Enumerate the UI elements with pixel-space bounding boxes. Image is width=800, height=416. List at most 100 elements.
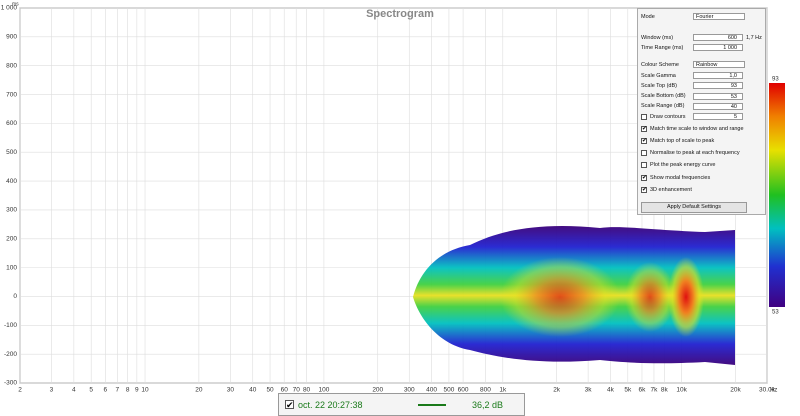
x-tick-label: 2: [18, 387, 22, 394]
window-input[interactable]: 600: [693, 34, 743, 41]
x-tick-label: 7: [116, 387, 120, 394]
y-tick-label: 100: [6, 264, 17, 271]
x-tick-label: 3k: [585, 387, 593, 394]
x-tick-label: 500: [444, 387, 455, 394]
legend-label: oct. 22 20:27:38: [298, 399, 363, 410]
checkbox-row[interactable]: Plot the peak energy curve: [641, 161, 715, 170]
y-tick-label: 300: [6, 207, 17, 214]
checkbox-label: Normalise to peak at each frequency: [650, 150, 740, 157]
checkbox-label: Match time scale to window and range: [650, 125, 744, 132]
settings-panel: Mode Fourier Window (ms) 600 1,7 Hz Time…: [637, 8, 766, 215]
field-input[interactable]: 53: [693, 92, 743, 100]
y-tick-label: -100: [4, 322, 17, 329]
colorbar: [769, 83, 785, 307]
legend-line: [418, 403, 446, 406]
x-tick-label: 30.0k: [759, 387, 776, 394]
window-note: 1,7 Hz: [746, 34, 762, 41]
apply-default-button[interactable]: Apply Default Settings: [641, 202, 747, 213]
y-tick-label: 0: [13, 293, 17, 300]
field-input[interactable]: 1,0: [693, 72, 743, 79]
x-tick-label: 6k: [639, 387, 647, 394]
checkbox-row[interactable]: Normalise to peak at each frequency: [641, 149, 740, 158]
x-tick-label: 6: [104, 387, 108, 394]
x-tick-label: 5: [89, 387, 93, 394]
chart-title: Spectrogram: [366, 8, 434, 20]
field-input[interactable]: 93: [693, 82, 743, 90]
x-tick-label: 60: [281, 387, 289, 394]
x-tick-label: 400: [426, 387, 437, 394]
time-range-label: Time Range (ms): [641, 44, 684, 51]
x-tick-label: 200: [372, 387, 383, 394]
y-unit: ms: [12, 1, 19, 7]
checkbox[interactable]: [641, 162, 647, 169]
checkbox[interactable]: ✔: [641, 137, 648, 144]
y-tick-label: 800: [6, 62, 17, 69]
checkbox[interactable]: [641, 150, 647, 157]
y-tick-label: -300: [4, 380, 17, 387]
x-tick-label: 9: [135, 387, 139, 394]
x-tick-label: 8: [126, 387, 130, 394]
y-tick-label: 700: [6, 91, 17, 98]
x-tick-label: 300: [404, 387, 415, 394]
time-range-input[interactable]: 1 000: [693, 44, 743, 51]
x-tick-label: 4: [72, 387, 76, 394]
checkbox-row[interactable]: ✔ Match top of scale to peak: [641, 136, 714, 145]
y-tick-label: 1 000: [1, 5, 18, 12]
x-tick-label: 30: [227, 387, 235, 394]
field-label: Scale Bottom (dB): [641, 93, 686, 100]
y-tick-label: 500: [6, 149, 17, 156]
x-tick-label: 1k: [499, 387, 507, 394]
checkbox-label: Match top of scale to peak: [650, 137, 715, 144]
x-tick-label: 10: [141, 387, 149, 394]
colour-scheme-dropdown[interactable]: Rainbow: [693, 61, 745, 68]
checkbox[interactable]: [641, 113, 647, 120]
checkbox-label: Plot the peak energy curve: [650, 162, 716, 169]
checkbox[interactable]: ✔: [641, 174, 648, 181]
x-tick-label: 800: [480, 387, 491, 394]
checkbox[interactable]: ✔: [641, 187, 648, 193]
y-tick-label: -200: [4, 351, 17, 358]
checkbox-row[interactable]: ✔ 3D enhancement: [641, 186, 692, 195]
x-tick-label: 3: [50, 387, 54, 394]
x-unit: Hz: [770, 388, 777, 394]
x-tick-label: 2k: [553, 387, 561, 394]
field-label: Scale Gamma: [641, 72, 676, 79]
y-tick-label: 900: [6, 34, 17, 41]
checkbox[interactable]: ✔: [641, 125, 648, 132]
colorbar-max: 93: [772, 77, 779, 83]
colour-scheme-label: Colour Scheme: [641, 61, 679, 68]
field-input[interactable]: 40: [693, 102, 743, 110]
legend: ✔ oct. 22 20:27:38 36,2 dB: [278, 393, 525, 416]
x-tick-label: 20k: [730, 387, 741, 394]
x-tick-label: 40: [249, 387, 257, 394]
x-tick-label: 100: [318, 387, 329, 394]
legend-value: 36,2 dB: [472, 399, 504, 410]
x-tick-label: 600: [458, 387, 469, 394]
checkbox-label: 3D enhancement: [650, 187, 692, 193]
x-tick-label: 7k: [651, 387, 659, 394]
window-label: Window (ms): [641, 34, 674, 41]
mode-label: Mode: [641, 13, 655, 20]
draw-contours[interactable]: Draw contours: [641, 112, 685, 121]
checkbox-label: Draw contours: [650, 113, 686, 120]
field-label: Scale Range (dB): [641, 103, 685, 110]
x-tick-label: 5k: [624, 387, 632, 394]
y-tick-label: 200: [6, 235, 17, 242]
colorbar-min: 53: [772, 310, 779, 316]
legend-checkbox[interactable]: ✔: [285, 400, 294, 410]
y-tick-label: 400: [6, 178, 17, 185]
y-tick-label: 600: [6, 120, 17, 127]
checkbox-row[interactable]: ✔ Match time scale to window and range: [641, 124, 744, 133]
field-label: Scale Top (dB): [641, 82, 677, 89]
checkbox-row[interactable]: ✔ Show modal frequencies: [641, 173, 710, 182]
x-tick-label: 10k: [676, 387, 687, 394]
contours-input[interactable]: 5: [693, 113, 743, 120]
x-tick-label: 20: [195, 387, 203, 394]
x-tick-label: 4k: [607, 387, 615, 394]
mode-dropdown[interactable]: Fourier: [693, 13, 745, 20]
x-tick-label: 8k: [661, 387, 669, 394]
x-tick-label: 70: [293, 387, 301, 394]
x-tick-label: 50: [266, 387, 274, 394]
spectrogram-image: [413, 225, 735, 365]
